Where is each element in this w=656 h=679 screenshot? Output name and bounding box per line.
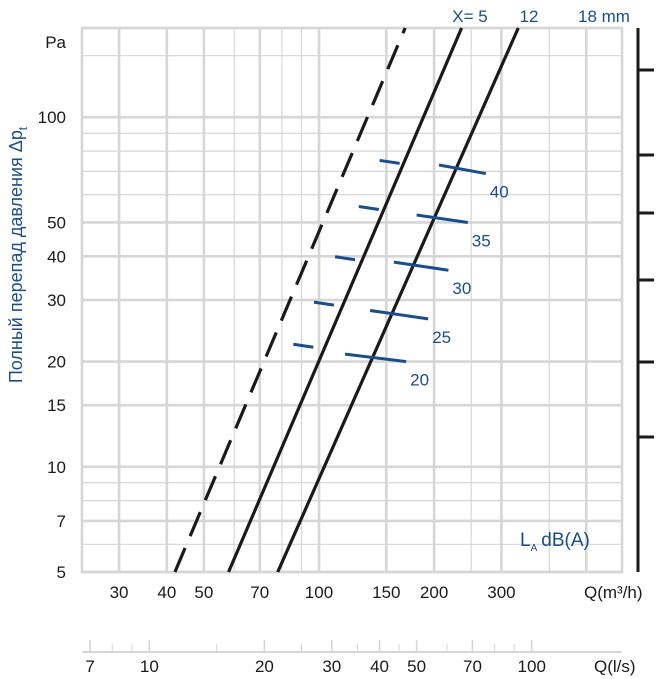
y-tick-label-20: 20 (47, 353, 66, 372)
y-tick-label-15: 15 (47, 396, 66, 415)
right-axis (636, 28, 654, 572)
x-tick-label-150: 150 (372, 583, 400, 602)
y-tick-label-5: 5 (57, 563, 66, 582)
x2-tick-label-70: 70 (463, 657, 482, 676)
x-tick-label-300: 300 (487, 583, 515, 602)
y-tick-label-40: 40 (47, 247, 66, 266)
x2-tick-label-30: 30 (322, 657, 341, 676)
x-tick-label-100: 100 (305, 583, 333, 602)
noise-level-line-35 (416, 213, 469, 224)
x2-tick-label-100: 100 (518, 657, 546, 676)
noise-level-layer: 20 25 30 35 40 (293, 158, 509, 390)
x2-tick-label-20: 20 (255, 657, 274, 676)
y-tick-label-30: 30 (47, 291, 66, 310)
x-axis-label-m3h: Q(m³/h) (584, 583, 643, 602)
x2-tick-label-10: 10 (140, 657, 159, 676)
x-tick-label-50: 50 (194, 583, 213, 602)
series-label-x5: X= 5 (452, 7, 487, 26)
x2-tick-label-50: 50 (407, 657, 426, 676)
x-axis-label-ls: Q(l/s) (594, 657, 636, 676)
x2-tick-label-7: 7 (85, 657, 94, 676)
grid-layer (80, 26, 624, 574)
noise-level-label-20: 20 (410, 371, 429, 390)
series-line-0 (173, 27, 407, 573)
x5-noise-mark-0 (293, 342, 314, 349)
text-layer: LA dB(A) X= 5 12 18 mm 5 7 10 15 20 30 40 50 100 Pa Пол… (6, 7, 643, 676)
noise-level-line-25 (369, 308, 429, 321)
noise-level-label-25: 25 (432, 328, 451, 347)
y-axis-title: Полный перепад давления Δpt (6, 126, 30, 383)
x2-tick-label-40: 40 (370, 657, 389, 676)
y-tick-label-50: 50 (47, 213, 66, 232)
y-tick-label-100: 100 (38, 108, 66, 127)
plot-frame (80, 26, 624, 574)
x-tick-label-40: 40 (157, 583, 176, 602)
y-tick-label-10: 10 (47, 458, 66, 477)
y-unit-label: Pa (45, 33, 66, 52)
series-label-x18: 18 mm (578, 7, 630, 26)
series-line-1 (227, 27, 464, 573)
noise-level-line-20 (344, 352, 407, 364)
x5-noise-mark-2 (334, 255, 356, 262)
series-line-2 (276, 27, 520, 573)
noise-level-label-35: 35 (472, 231, 491, 250)
y-tick-label-7: 7 (57, 512, 66, 531)
x5-noise-mark-1 (313, 300, 335, 307)
noise-level-line-40 (438, 163, 487, 176)
x-tick-label-30: 30 (110, 583, 129, 602)
noise-legend: LA dB(A) (520, 530, 590, 554)
noise-level-label-40: 40 (490, 183, 509, 202)
x5-noise-mark-4 (379, 158, 400, 165)
noise-level-line-30 (393, 260, 449, 272)
x-tick-label-70: 70 (250, 583, 269, 602)
x-tick-label-200: 200 (420, 583, 448, 602)
series-label-x12: 12 (520, 7, 539, 26)
noise-level-label-30: 30 (452, 279, 471, 298)
x5-noise-mark-3 (358, 205, 380, 211)
series-layer (173, 27, 520, 573)
